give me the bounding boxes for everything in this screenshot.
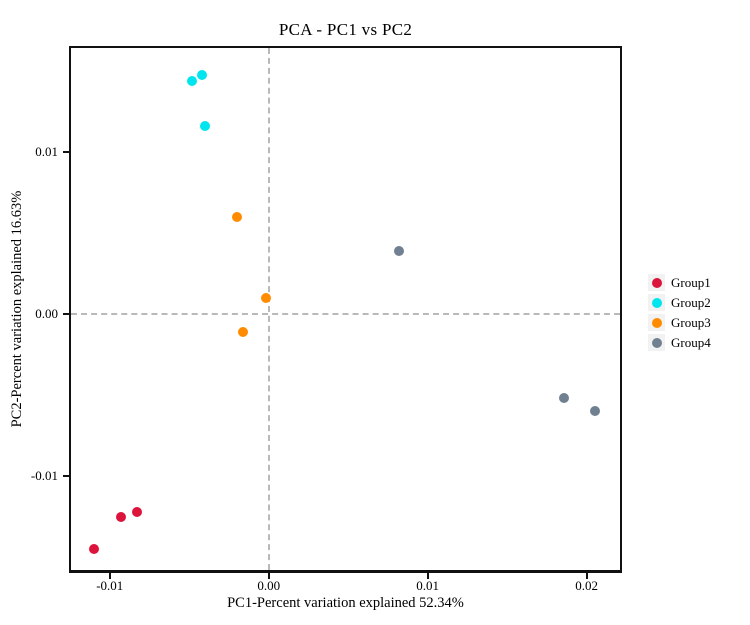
data-point-group1	[131, 506, 142, 517]
legend-color-dot-icon	[651, 277, 662, 288]
data-point-group1	[115, 511, 126, 522]
y-axis-tick-label: -0.01	[30, 468, 58, 484]
legend-label: Group3	[671, 314, 711, 330]
legend-label: Group1	[671, 274, 711, 290]
data-point-group3	[231, 212, 242, 222]
data-point-group2	[200, 121, 211, 132]
chart-title: PCA - PC1 vs PC2	[278, 20, 413, 39]
y-axis-tick-mark	[63, 151, 69, 154]
legend-color-dot-icon	[651, 297, 662, 308]
data-point-group4	[394, 246, 405, 257]
legend-key-swatch	[648, 314, 665, 331]
data-point-group2	[196, 69, 207, 80]
data-point-group2	[187, 76, 198, 86]
legend-key-swatch	[648, 294, 665, 311]
legend-item-group2: Group2	[648, 294, 711, 311]
legend-color-dot-icon	[651, 337, 662, 348]
x-axis-tick-mark	[426, 573, 429, 579]
x-axis-tick-mark	[108, 573, 111, 579]
x-axis-tick-label: 0.00	[257, 578, 281, 593]
x-axis-tick-mark	[585, 573, 588, 579]
legend-color-dot-icon	[651, 317, 662, 328]
x-axis-tick-label: -0.01	[96, 578, 124, 593]
legend-item-group3: Group3	[648, 314, 711, 331]
y-axis-tick-label: 0.00	[35, 306, 58, 322]
legend-label: Group4	[671, 334, 711, 350]
legend-item-group1: Group1	[648, 274, 711, 291]
data-point-group4	[589, 406, 600, 417]
legend-label: Group2	[671, 294, 711, 310]
x-axis-tick-label: 0.01	[416, 578, 440, 593]
data-point-group4	[559, 393, 570, 404]
y-axis-tick-mark	[63, 313, 69, 316]
legend-item-group4: Group4	[648, 334, 711, 351]
x-axis-tick-label: 0.02	[575, 578, 598, 593]
y-axis-tick-label: 0.01	[35, 144, 58, 160]
zero-reference-line-horizontal	[71, 313, 620, 316]
x-axis-tick-mark	[267, 573, 270, 579]
data-point-group3	[260, 292, 271, 303]
legend-key-swatch	[648, 274, 665, 291]
zero-reference-line-vertical	[267, 48, 270, 570]
x-axis-label: PC1-Percent variation explained 52.34%	[227, 595, 464, 611]
data-point-group3	[238, 326, 249, 337]
data-point-group1	[88, 543, 99, 554]
legend-key-swatch	[648, 334, 665, 351]
y-axis-tick-mark	[63, 475, 69, 478]
plot-area	[69, 46, 622, 573]
legend: Group1 Group2 Group3 Group4	[648, 274, 711, 354]
